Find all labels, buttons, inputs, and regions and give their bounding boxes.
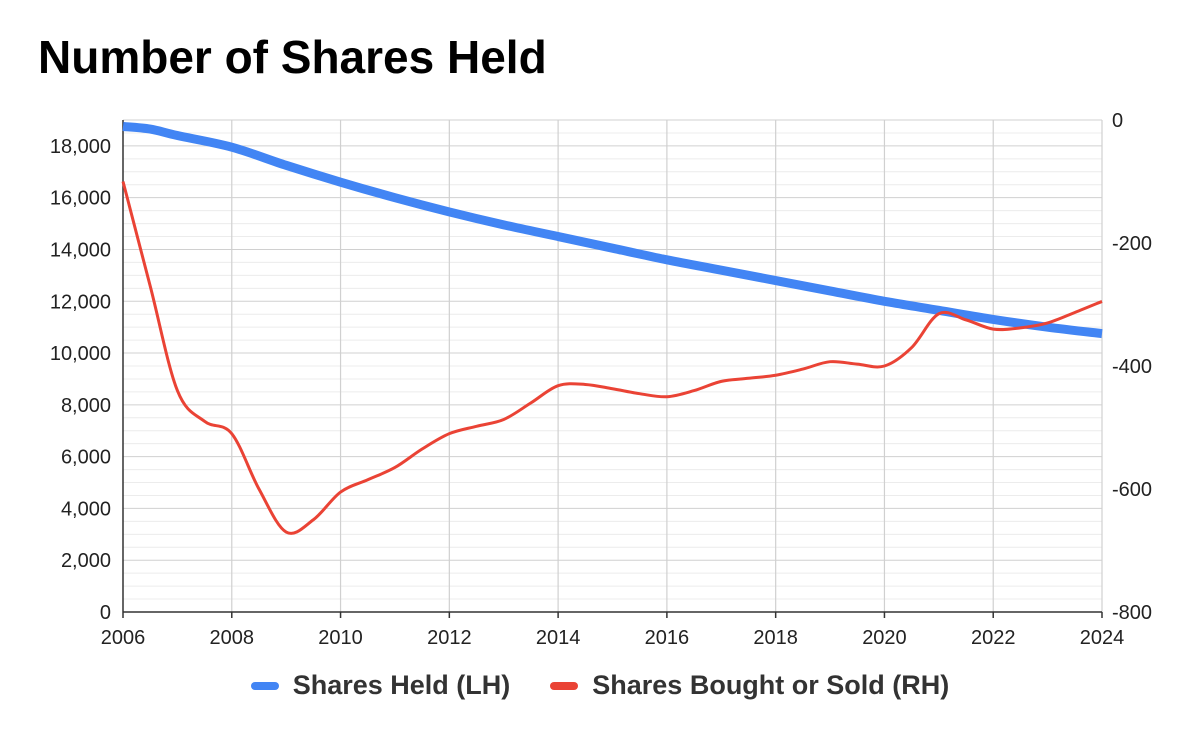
y-left-tick-label: 0 xyxy=(100,602,111,624)
axes xyxy=(122,120,1103,618)
legend-label: Shares Held (LH) xyxy=(292,670,511,700)
legend-label: Shares Bought or Sold (RH) xyxy=(592,670,950,700)
series-line-shares-bought-or-sold xyxy=(121,181,1103,535)
y-left-tick-label: 6,000 xyxy=(61,447,111,469)
x-tick-label: 2016 xyxy=(645,627,690,649)
legend-swatch xyxy=(250,681,279,690)
x-tick-label: 2022 xyxy=(971,627,1016,649)
legend-item: Shares Bought or Sold (RH) xyxy=(550,670,949,701)
x-tick-label: 2014 xyxy=(536,627,581,649)
y-left-tick-label: 4,000 xyxy=(61,498,111,520)
x-tick-label: 2008 xyxy=(210,627,255,649)
x-tick-label: 2018 xyxy=(753,627,798,649)
y-left-tick-label: 8,000 xyxy=(61,395,111,417)
y-left-tick-label: 10,000 xyxy=(50,343,111,365)
y-right-tick-label: -400 xyxy=(1112,356,1152,378)
tick-labels: 2006 2008 2010 2012 2014 2016 2018 2020 2022 2024… xyxy=(50,110,1152,649)
series-lines xyxy=(121,121,1103,535)
y-right-tick-label: -200 xyxy=(1112,233,1152,255)
y-right-tick-label: -600 xyxy=(1112,479,1152,501)
x-tick-label: 2006 xyxy=(101,627,146,649)
x-tick-label: 2010 xyxy=(318,627,363,649)
x-tick-label: 2012 xyxy=(427,627,472,649)
y-right-tick-label: 0 xyxy=(1112,110,1123,132)
grid-lines xyxy=(123,119,1103,612)
series-line-shares-held xyxy=(122,121,1103,339)
y-left-tick-label: 2,000 xyxy=(61,550,111,572)
legend-swatch xyxy=(550,681,579,690)
x-tick-label: 2020 xyxy=(862,627,907,649)
y-left-tick-label: 16,000 xyxy=(50,188,111,210)
y-right-tick-label: -800 xyxy=(1112,602,1152,624)
y-left-tick-label: 12,000 xyxy=(50,291,111,313)
chart-legend: Shares Held (LH) Shares Bought or Sold (R… xyxy=(0,670,1200,701)
x-tick-label: 2024 xyxy=(1080,627,1125,649)
chart-title: Number of Shares Held xyxy=(38,31,547,83)
y-left-tick-label: 14,000 xyxy=(50,239,111,261)
legend-item: Shares Held (LH) xyxy=(250,670,511,701)
y-left-tick-label: 18,000 xyxy=(50,136,111,158)
